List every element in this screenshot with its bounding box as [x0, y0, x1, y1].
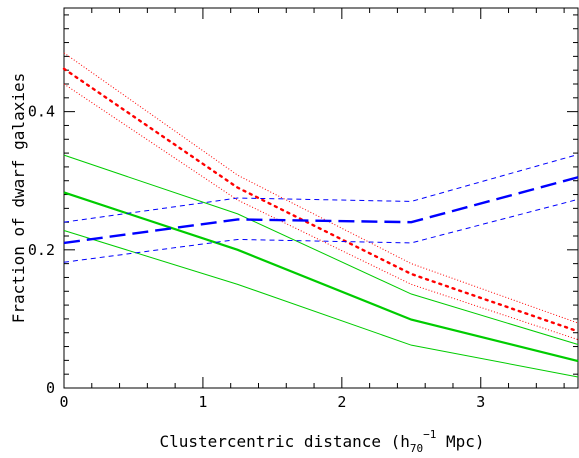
series-line-3 [62, 67, 579, 333]
x-axis-label-sup: −1 [423, 428, 436, 441]
series-line-2 [63, 229, 579, 378]
series-line-6 [63, 176, 579, 245]
x-axis-label-main: Clustercentric distance (h [159, 432, 409, 451]
x-axis-label-tail: Mpc) [436, 432, 484, 451]
tick-labels: 0 1 2 3 0 0.2 0.4 [28, 103, 485, 411]
y-axis-label: Fraction of dwarf galaxies [9, 73, 28, 323]
series-group [62, 52, 579, 378]
series-line-1 [63, 154, 579, 345]
y-tick-label: 0.2 [28, 241, 55, 259]
x-axis-label: Clustercentric distance (h70−1 Mpc) [159, 428, 484, 455]
x-tick-label: 1 [198, 393, 207, 411]
x-tick-label: 3 [476, 393, 485, 411]
x-tick-label: 0 [59, 393, 68, 411]
series-line-7 [63, 153, 579, 223]
y-tick-label: 0.4 [28, 103, 55, 121]
plot-frame [63, 7, 579, 389]
x-axis-label-sub: 70 [410, 442, 423, 455]
series-line-5 [63, 83, 579, 341]
x-tick-label: 2 [337, 393, 346, 411]
y-tick-label: 0 [46, 379, 55, 397]
series-line-0 [63, 191, 579, 363]
series-line-4 [63, 52, 579, 324]
series-line-8 [63, 198, 579, 263]
